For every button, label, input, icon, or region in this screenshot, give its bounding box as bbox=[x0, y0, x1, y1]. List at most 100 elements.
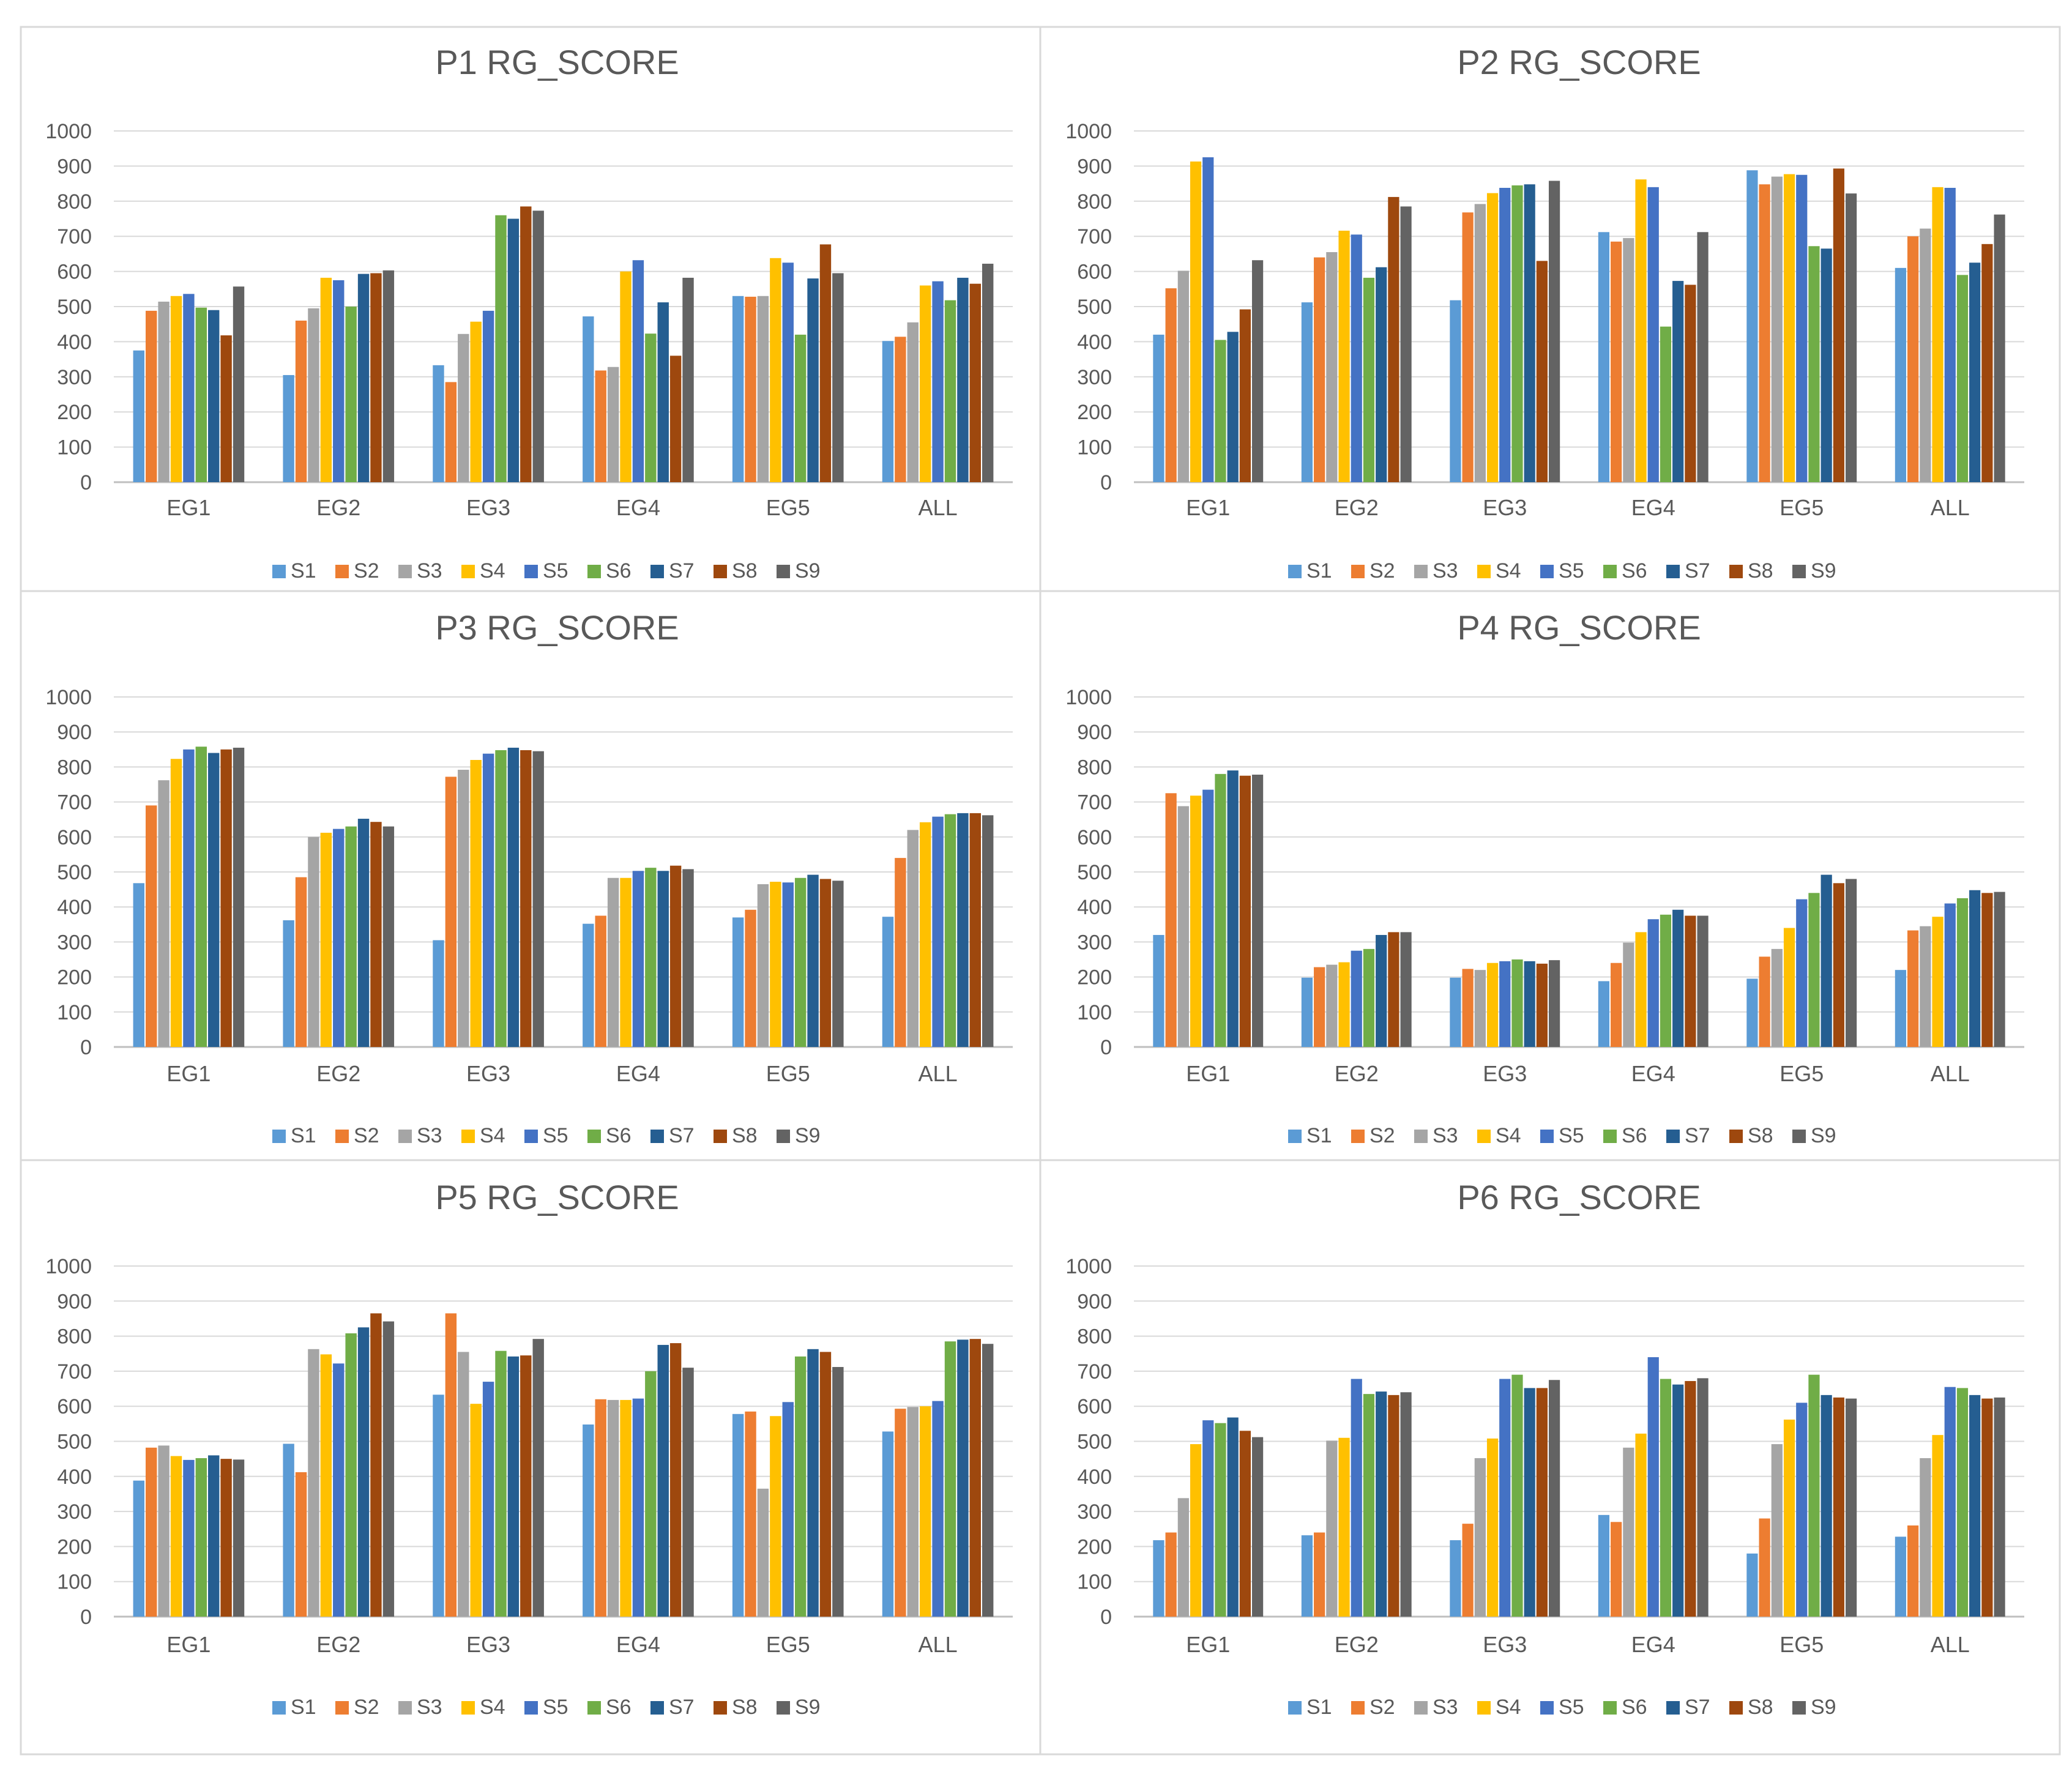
x-category-label: EG4 bbox=[616, 1061, 660, 1086]
bar-s5-eg4 bbox=[632, 1398, 644, 1617]
legend-swatch-s4 bbox=[461, 1130, 475, 1143]
bar-s4-eg2 bbox=[320, 1354, 332, 1617]
legend-label-s4: S4 bbox=[480, 1124, 505, 1147]
bar-s9-eg2 bbox=[1400, 206, 1412, 482]
y-tick-label: 100 bbox=[1077, 1001, 1112, 1024]
y-tick-label: 600 bbox=[57, 261, 92, 284]
bar-s6-eg3 bbox=[1511, 959, 1523, 1047]
bar-s3-all bbox=[907, 322, 919, 482]
legend-label-s6: S6 bbox=[1622, 1696, 1647, 1719]
bar-s2-eg4 bbox=[595, 370, 606, 482]
legend-swatch-s8 bbox=[714, 1130, 727, 1143]
bar-s4-all bbox=[1932, 187, 1943, 482]
x-category-label: EG2 bbox=[1335, 495, 1379, 520]
y-tick-label: 500 bbox=[1077, 861, 1112, 884]
legend-label-s5: S5 bbox=[1559, 1696, 1584, 1719]
y-tick-label: 200 bbox=[57, 401, 92, 424]
bar-s1-eg2 bbox=[1301, 1535, 1313, 1617]
legend-label-s7: S7 bbox=[669, 559, 695, 583]
bar-s5-eg1 bbox=[1202, 157, 1214, 482]
bar-s8-eg3 bbox=[1536, 1388, 1548, 1617]
bar-s4-eg5 bbox=[770, 882, 781, 1047]
y-tick-label: 600 bbox=[1077, 1395, 1112, 1418]
bar-s8-all bbox=[969, 283, 981, 482]
legend-swatch-s1 bbox=[272, 565, 286, 578]
bar-s2-eg5 bbox=[745, 909, 756, 1047]
chart-panel-1: P1 RG_SCORE 0 100 200 300 400 500 600 700 800 900 1… bbox=[20, 26, 1042, 592]
legend-swatch-s1 bbox=[272, 1130, 286, 1143]
legend-label-s1: S1 bbox=[291, 559, 316, 583]
bar-s3-eg1 bbox=[1177, 270, 1189, 482]
y-tick-label: 600 bbox=[1077, 261, 1112, 284]
x-category-label: ALL bbox=[919, 1632, 958, 1657]
bar-s9-eg4 bbox=[1697, 1378, 1709, 1617]
bar-s4-eg2 bbox=[1338, 231, 1350, 482]
bar-s7-eg3 bbox=[507, 747, 520, 1047]
bar-s2-eg5 bbox=[745, 1411, 756, 1617]
bar-s7-eg3 bbox=[507, 1356, 520, 1617]
x-category-label: EG3 bbox=[1483, 1632, 1527, 1657]
legend-label-s8: S8 bbox=[1748, 1696, 1773, 1719]
bar-s3-eg3 bbox=[458, 769, 469, 1047]
bar-s2-all bbox=[895, 858, 906, 1047]
x-category-label: EG5 bbox=[1779, 1632, 1824, 1657]
bar-s5-eg1 bbox=[183, 749, 195, 1047]
bar-s1-eg2 bbox=[1301, 302, 1313, 482]
legend-label-s1: S1 bbox=[291, 1696, 316, 1719]
bar-s2-eg5 bbox=[1759, 1518, 1770, 1617]
legend-swatch-s2 bbox=[335, 1701, 349, 1715]
y-tick-label: 1000 bbox=[1065, 1255, 1112, 1278]
legend-label-s9: S9 bbox=[795, 559, 821, 583]
legend-swatch-s9 bbox=[1792, 1130, 1806, 1143]
bar-s7-eg2 bbox=[357, 1327, 370, 1617]
y-tick-label: 600 bbox=[57, 826, 92, 849]
y-tick-label: 300 bbox=[57, 366, 92, 389]
bar-s5-eg5 bbox=[1796, 1402, 1808, 1617]
y-tick-label: 100 bbox=[1077, 1571, 1112, 1594]
bar-s1-eg4 bbox=[583, 1424, 594, 1617]
legend-label-s7: S7 bbox=[669, 1696, 695, 1719]
bar-s4-eg5 bbox=[770, 1416, 781, 1617]
bar-s9-eg1 bbox=[1251, 774, 1264, 1047]
legend-swatch-s5 bbox=[1540, 565, 1554, 578]
bar-s3-eg2 bbox=[1326, 964, 1338, 1047]
bar-s8-eg4 bbox=[669, 1343, 682, 1617]
bar-s9-eg1 bbox=[233, 747, 245, 1047]
x-category-label: ALL bbox=[919, 1061, 958, 1086]
bar-s6-eg5 bbox=[1808, 893, 1820, 1047]
bar-s6-eg2 bbox=[1363, 948, 1375, 1047]
legend-label-s7: S7 bbox=[1685, 1696, 1710, 1719]
y-tick-label: 200 bbox=[1077, 1535, 1112, 1559]
legend-label-s9: S9 bbox=[1811, 559, 1836, 583]
bar-s2-eg5 bbox=[745, 296, 756, 482]
bar-s2-all bbox=[1907, 930, 1919, 1047]
legend: S1 S2 S3 S4 S5 S6 S7 S8 S9 bbox=[1288, 1124, 1836, 1147]
y-tick-label: 300 bbox=[1077, 931, 1112, 954]
bar-s1-eg2 bbox=[283, 920, 294, 1047]
bar-s8-eg5 bbox=[819, 879, 832, 1047]
y-tick-label: 700 bbox=[1077, 225, 1112, 248]
x-category-label: EG2 bbox=[316, 1632, 360, 1657]
y-tick-label: 800 bbox=[1077, 756, 1112, 779]
bar-s9-eg2 bbox=[1400, 1392, 1412, 1617]
bar-s6-all bbox=[944, 1341, 956, 1617]
bar-s4-eg1 bbox=[170, 759, 182, 1047]
bar-s2-eg3 bbox=[445, 382, 457, 482]
legend-swatch-s6 bbox=[587, 1130, 601, 1143]
x-category-label: ALL bbox=[1931, 1632, 1970, 1657]
bar-s8-eg5 bbox=[819, 1352, 832, 1617]
y-tick-label: 1000 bbox=[1065, 686, 1112, 709]
bar-s5-all bbox=[932, 816, 944, 1047]
bar-s7-eg1 bbox=[208, 1455, 220, 1617]
legend-swatch-s5 bbox=[1540, 1701, 1554, 1715]
bar-s7-eg3 bbox=[1524, 1388, 1535, 1617]
y-tick-label: 300 bbox=[1077, 1500, 1112, 1524]
bar-s4-eg3 bbox=[470, 321, 482, 482]
y-tick-label: 300 bbox=[1077, 366, 1112, 389]
bar-s9-all bbox=[1994, 892, 2005, 1047]
bar-s6-eg5 bbox=[794, 877, 807, 1047]
bar-s9-all bbox=[982, 815, 994, 1047]
bar-s8-eg1 bbox=[220, 749, 232, 1047]
legend-swatch-s2 bbox=[1351, 1701, 1365, 1715]
